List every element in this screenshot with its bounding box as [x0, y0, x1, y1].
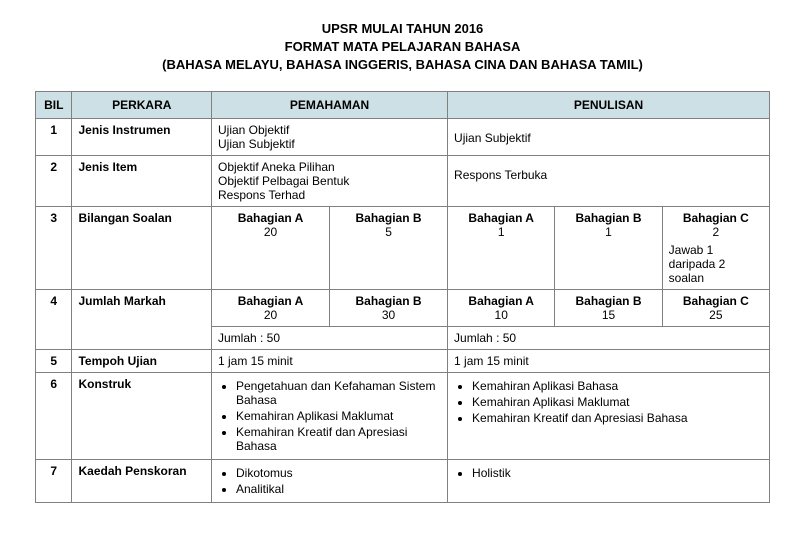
pemahaman-cell: 1 jam 15 minit: [211, 349, 447, 372]
penulisan-bahagian-b: Bahagian B 1: [555, 206, 662, 289]
sub-val: 10: [454, 308, 548, 322]
list-item: Kemahiran Kreatif dan Apresiasi Bahasa: [472, 411, 763, 425]
penulisan-cell: Kemahiran Aplikasi Bahasa Kemahiran Apli…: [448, 372, 770, 459]
pemahaman-bahagian-a: Bahagian A 20: [211, 289, 329, 326]
sub-val: 20: [218, 225, 323, 239]
header-penulisan: PENULISAN: [448, 91, 770, 118]
bil-cell: 7: [36, 459, 72, 502]
sub-head: Bahagian A: [218, 211, 323, 225]
title-block: UPSR MULAI TAHUN 2016 FORMAT MATA PELAJA…: [35, 20, 770, 75]
sub-head: Bahagian C: [669, 211, 763, 225]
perkara-cell: Jenis Item: [72, 155, 212, 206]
pemahaman-cell: Dikotomus Analitikal: [211, 459, 447, 502]
sub-head: Bahagian B: [336, 211, 441, 225]
title-line-2: FORMAT MATA PELAJARAN BAHASA: [35, 38, 770, 56]
sub-val: 1: [561, 225, 655, 239]
sub-val: 20: [218, 308, 323, 322]
list-item: Analitikal: [236, 482, 441, 496]
cell-line: Ujian Subjektif: [218, 137, 441, 151]
penulisan-bahagian-a: Bahagian A 10: [448, 289, 555, 326]
header-perkara: PERKARA: [72, 91, 212, 118]
penulisan-bahagian-c: Bahagian C 25: [662, 289, 769, 326]
sub-head: Bahagian B: [561, 211, 655, 225]
perkara-cell: Kaedah Penskoran: [72, 459, 212, 502]
pemahaman-bahagian-b: Bahagian B 30: [330, 289, 448, 326]
sub-val: 2: [669, 225, 763, 239]
cell-line: Respons Terhad: [218, 188, 441, 202]
penulisan-bahagian-a: Bahagian A 1: [448, 206, 555, 289]
bil-cell: 1: [36, 118, 72, 155]
sub-head: Bahagian B: [336, 294, 441, 308]
list-item: Kemahiran Aplikasi Bahasa: [472, 379, 763, 393]
sub-head: Bahagian A: [454, 211, 548, 225]
pemahaman-cell: Pengetahuan dan Kefahaman Sistem Bahasa …: [211, 372, 447, 459]
table-row: 3 Bilangan Soalan Bahagian A 20 Bahagian…: [36, 206, 770, 289]
pemahaman-cell: Objektif Aneka Pilihan Objektif Pelbagai…: [211, 155, 447, 206]
sub-head: Bahagian C: [669, 294, 763, 308]
list-item: Kemahiran Kreatif dan Apresiasi Bahasa: [236, 425, 441, 453]
pemahaman-cell: Ujian Objektif Ujian Subjektif: [211, 118, 447, 155]
sub-val: 30: [336, 308, 441, 322]
penulisan-bahagian-c: Bahagian C 2 Jawab 1 daripada 2 soalan: [662, 206, 769, 289]
pemahaman-total: Jumlah : 50: [211, 326, 447, 349]
sub-val: 5: [336, 225, 441, 239]
cell-line: Objektif Pelbagai Bentuk: [218, 174, 441, 188]
table-row: 7 Kaedah Penskoran Dikotomus Analitikal …: [36, 459, 770, 502]
table-row: 6 Konstruk Pengetahuan dan Kefahaman Sis…: [36, 372, 770, 459]
table-row: 1 Jenis Instrumen Ujian Objektif Ujian S…: [36, 118, 770, 155]
sub-head: Bahagian B: [561, 294, 655, 308]
perkara-cell: Tempoh Ujian: [72, 349, 212, 372]
table-row: 2 Jenis Item Objektif Aneka Pilihan Obje…: [36, 155, 770, 206]
bil-cell: 2: [36, 155, 72, 206]
header-bil: BIL: [36, 91, 72, 118]
title-line-3: (BAHASA MELAYU, BAHASA INGGERIS, BAHASA …: [35, 56, 770, 74]
sub-val: 1: [454, 225, 548, 239]
header-pemahaman: PEMAHAMAN: [211, 91, 447, 118]
list-item: Pengetahuan dan Kefahaman Sistem Bahasa: [236, 379, 441, 407]
penulisan-cell: 1 jam 15 minit: [448, 349, 770, 372]
pemahaman-bahagian-b: Bahagian B 5: [330, 206, 448, 289]
bil-cell: 5: [36, 349, 72, 372]
bil-cell: 4: [36, 289, 72, 349]
sub-val: 25: [669, 308, 763, 322]
list-item: Holistik: [472, 466, 763, 480]
sub-head: Bahagian A: [454, 294, 548, 308]
bil-cell: 3: [36, 206, 72, 289]
penulisan-bahagian-b: Bahagian B 15: [555, 289, 662, 326]
title-line-1: UPSR MULAI TAHUN 2016: [35, 20, 770, 38]
list-item: Kemahiran Aplikasi Maklumat: [472, 395, 763, 409]
cell-line: Objektif Aneka Pilihan: [218, 160, 441, 174]
cell-line: Ujian Objektif: [218, 123, 441, 137]
bil-cell: 6: [36, 372, 72, 459]
header-row: BIL PERKARA PEMAHAMAN PENULISAN: [36, 91, 770, 118]
table-row: 5 Tempoh Ujian 1 jam 15 minit 1 jam 15 m…: [36, 349, 770, 372]
pemahaman-bahagian-a: Bahagian A 20: [211, 206, 329, 289]
table-row: 4 Jumlah Markah Bahagian A 20 Bahagian B…: [36, 289, 770, 326]
sub-note: Jawab 1 daripada 2 soalan: [669, 243, 763, 285]
perkara-cell: Jenis Instrumen: [72, 118, 212, 155]
penulisan-total: Jumlah : 50: [448, 326, 770, 349]
perkara-cell: Jumlah Markah: [72, 289, 212, 349]
penulisan-cell: Holistik: [448, 459, 770, 502]
format-table: BIL PERKARA PEMAHAMAN PENULISAN 1 Jenis …: [35, 91, 770, 503]
perkara-cell: Bilangan Soalan: [72, 206, 212, 289]
penulisan-cell: Respons Terbuka: [448, 155, 770, 206]
perkara-cell: Konstruk: [72, 372, 212, 459]
list-item: Dikotomus: [236, 466, 441, 480]
penulisan-cell: Ujian Subjektif: [448, 118, 770, 155]
list-item: Kemahiran Aplikasi Maklumat: [236, 409, 441, 423]
sub-head: Bahagian A: [218, 294, 323, 308]
sub-val: 15: [561, 308, 655, 322]
